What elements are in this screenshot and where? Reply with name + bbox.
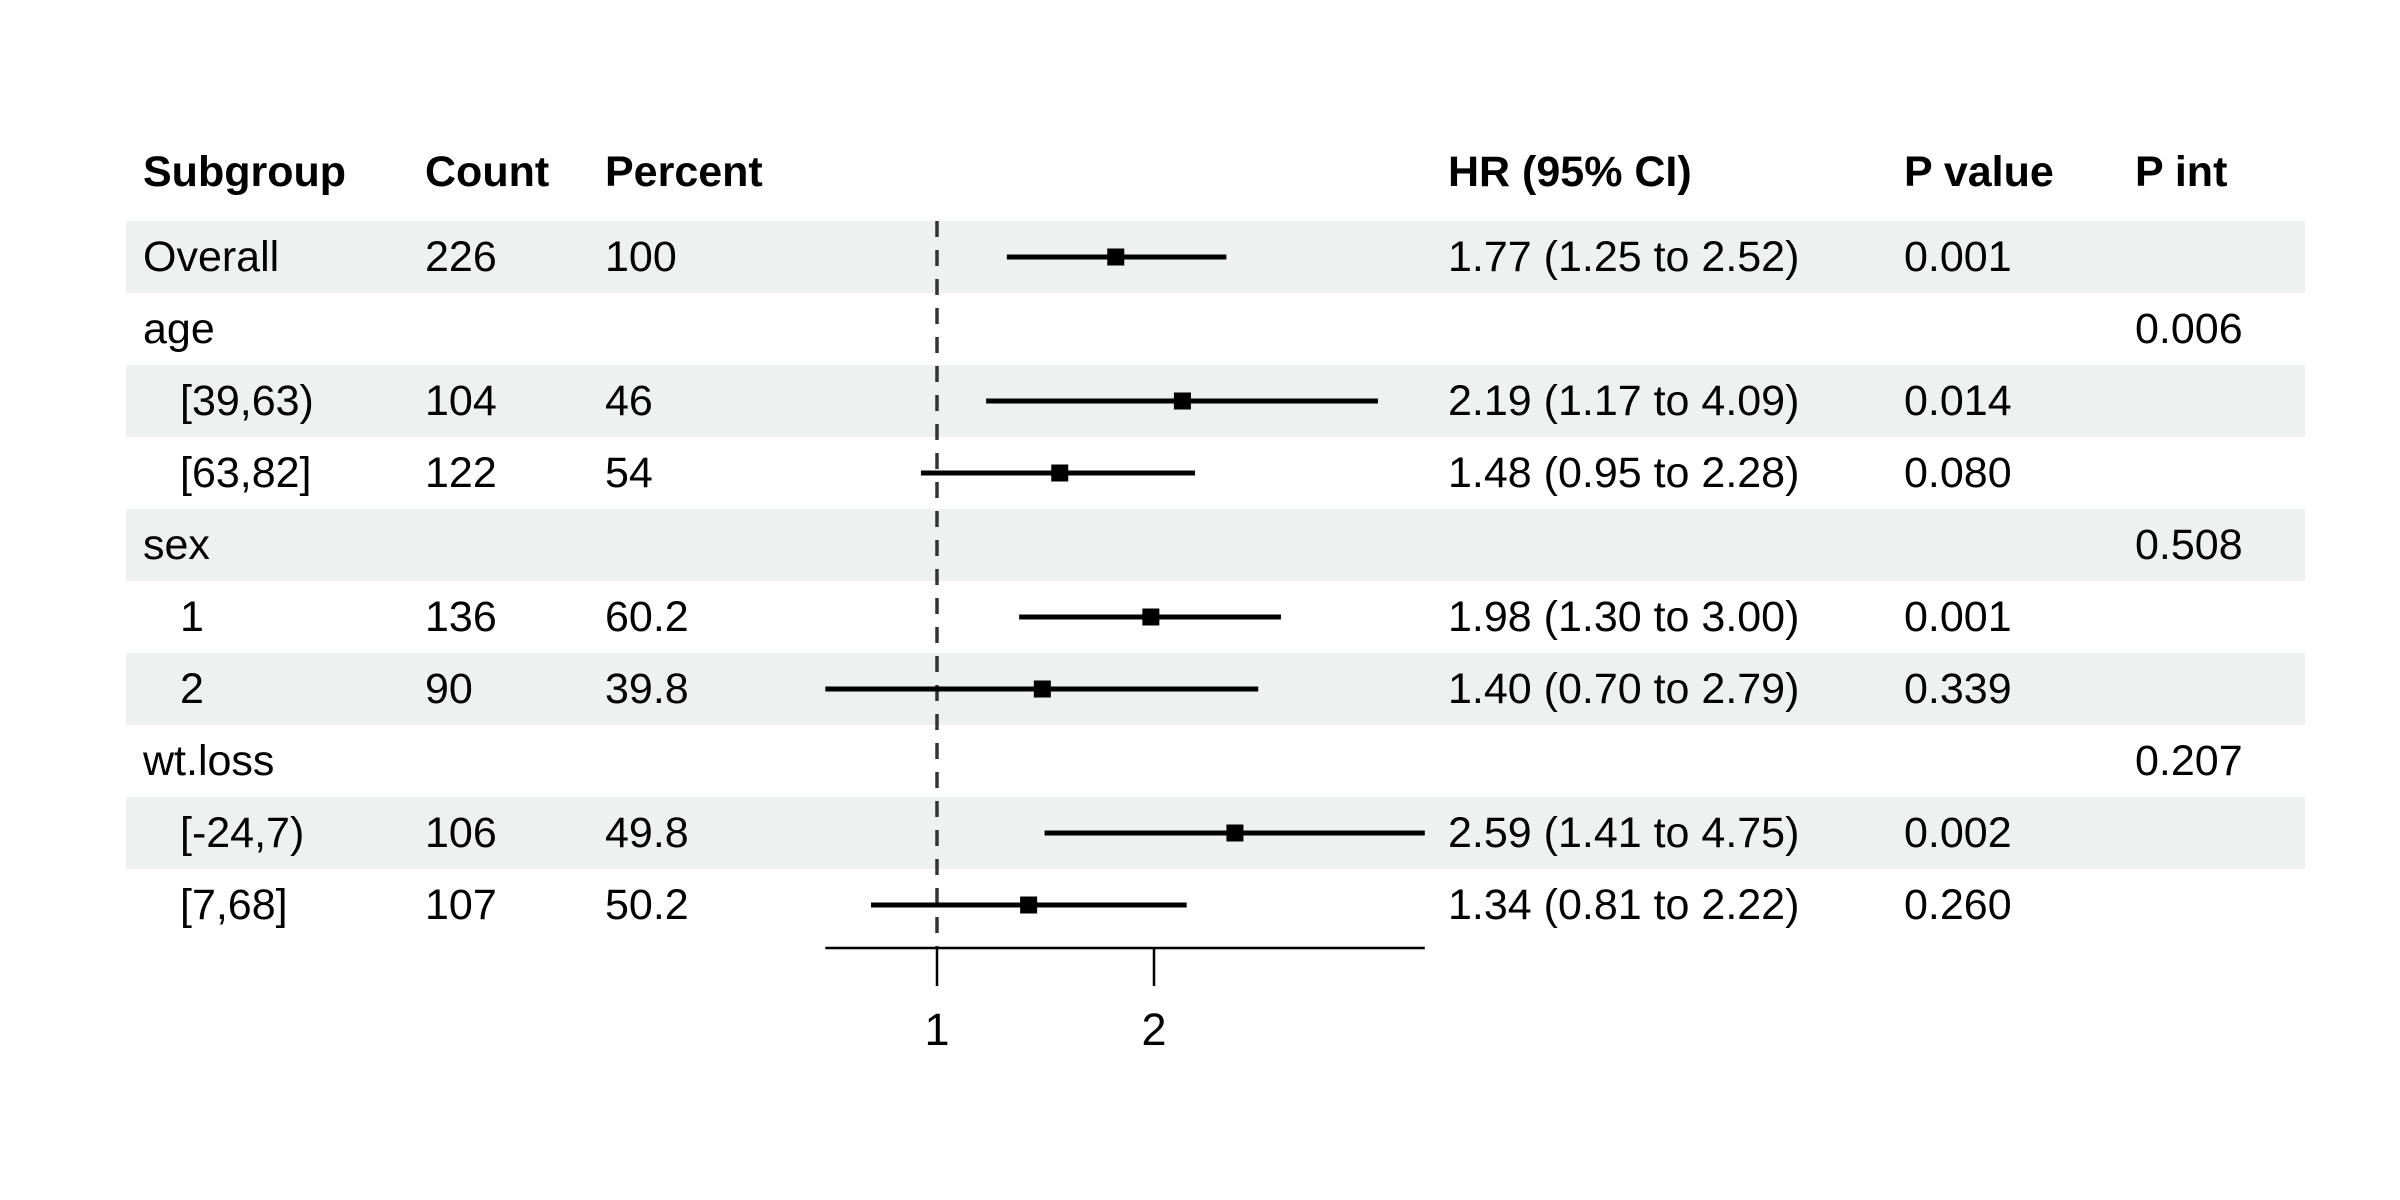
axis-tick-label: 2 [1141, 1004, 1166, 1055]
cell-subgroup: wt.loss [143, 736, 275, 785]
table-row: sex 0.508 [0, 509, 2400, 581]
header-percent: Percent [605, 147, 763, 196]
cell-hr-ci: 2.59 (1.41 to 4.75) [1448, 808, 1800, 857]
cell-count: 136 [425, 592, 497, 641]
cell-subgroup: sex [143, 520, 210, 569]
cell-p-int: 0.508 [2135, 520, 2243, 569]
cell-p-value: 0.001 [1904, 592, 2012, 641]
table-row: age 0.006 [0, 293, 2400, 365]
cell-count: 106 [425, 808, 497, 857]
table-row: Overall 226 100 1.77 (1.25 to 2.52) 0.001 [0, 221, 2400, 293]
cell-count: 122 [425, 448, 497, 497]
cell-percent: 60.2 [605, 592, 689, 641]
header-hr-ci: HR (95% CI) [1448, 147, 1692, 196]
cell-percent: 100 [605, 232, 677, 281]
cell-count: 226 [425, 232, 497, 281]
cell-subgroup: Overall [143, 232, 280, 281]
cell-subgroup: [7,68] [180, 880, 288, 929]
cell-subgroup: age [143, 304, 215, 353]
header-count: Count [425, 147, 550, 196]
cell-percent: 54 [605, 448, 653, 497]
cell-hr-ci: 1.98 (1.30 to 3.00) [1448, 592, 1800, 641]
cell-p-value: 0.080 [1904, 448, 2012, 497]
cell-count: 90 [425, 664, 473, 713]
cell-subgroup: 1 [180, 592, 204, 641]
cell-percent: 50.2 [605, 880, 689, 929]
header-subgroup: Subgroup [143, 147, 347, 196]
table-row: wt.loss 0.207 [0, 725, 2400, 797]
cell-hr-ci: 1.40 (0.70 to 2.79) [1448, 664, 1800, 713]
table-row: 1 136 60.2 1.98 (1.30 to 3.00) 0.001 [0, 581, 2400, 653]
cell-p-value: 0.002 [1904, 808, 2012, 857]
cell-subgroup: [39,63) [180, 376, 314, 425]
cell-percent: 49.8 [605, 808, 689, 857]
row-stripe [126, 509, 2305, 581]
table-row: [39,63) 104 46 2.19 (1.17 to 4.09) 0.014 [0, 365, 2400, 437]
table-row: [63,82] 122 54 1.48 (0.95 to 2.28) 0.080 [0, 437, 2400, 509]
cell-hr-ci: 1.34 (0.81 to 2.22) [1448, 880, 1800, 929]
cell-p-value: 0.339 [1904, 664, 2012, 713]
header-p-value: P value [1904, 147, 2054, 196]
cell-percent: 39.8 [605, 664, 689, 713]
table-row: [7,68] 107 50.2 1.34 (0.81 to 2.22) 0.260 [0, 869, 2400, 941]
cell-percent: 46 [605, 376, 653, 425]
cell-subgroup: 2 [180, 664, 204, 713]
table-row: 2 90 39.8 1.40 (0.70 to 2.79) 0.339 [0, 653, 2400, 725]
header-p-int: P int [2135, 147, 2228, 196]
cell-subgroup: [63,82] [180, 448, 312, 497]
cell-p-value: 0.260 [1904, 880, 2012, 929]
cell-p-int: 0.207 [2135, 736, 2243, 785]
table-row: [-24,7) 106 49.8 2.59 (1.41 to 4.75) 0.002 [0, 797, 2400, 869]
cell-subgroup: [-24,7) [180, 808, 305, 857]
cell-hr-ci: 2.19 (1.17 to 4.09) [1448, 376, 1800, 425]
table-header-row: Subgroup Count Percent HR (95% CI) P val… [0, 136, 2400, 208]
cell-hr-ci: 1.77 (1.25 to 2.52) [1448, 232, 1800, 281]
cell-hr-ci: 1.48 (0.95 to 2.28) [1448, 448, 1800, 497]
cell-p-value: 0.014 [1904, 376, 2012, 425]
cell-count: 104 [425, 376, 497, 425]
cell-p-value: 0.001 [1904, 232, 2012, 281]
axis-tick-label: 1 [924, 1004, 949, 1055]
cell-p-int: 0.006 [2135, 304, 2243, 353]
cell-count: 107 [425, 880, 497, 929]
